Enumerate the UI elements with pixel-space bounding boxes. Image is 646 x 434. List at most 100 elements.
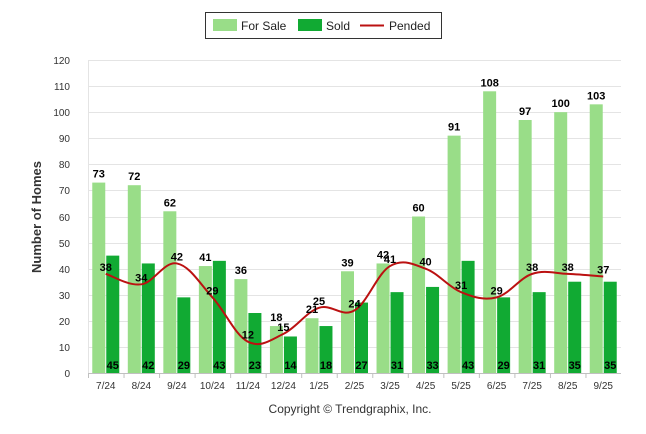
label-for-sale: 41 — [199, 252, 211, 264]
label-pended: 29 — [491, 285, 503, 297]
bar-sold — [177, 297, 191, 373]
y-tick-label: 20 — [59, 317, 71, 328]
label-pended: 29 — [206, 285, 218, 297]
label-pended: 12 — [242, 330, 254, 342]
x-tick-label: 9/24 — [167, 381, 187, 392]
x-tick-label: 11/24 — [236, 381, 261, 392]
x-tick-label: 6/25 — [487, 381, 507, 392]
y-tick-label: 100 — [53, 108, 70, 119]
label-for-sale: 60 — [412, 203, 424, 215]
y-tick-label: 30 — [59, 291, 71, 302]
label-sold: 29 — [498, 360, 510, 372]
bar-for-sale — [376, 263, 390, 373]
grid — [88, 60, 621, 348]
label-sold: 27 — [355, 360, 367, 372]
y-axis-title: Number of Homes — [29, 161, 44, 273]
bar-for-sale — [518, 119, 532, 373]
label-pended: 34 — [135, 272, 148, 284]
legend-swatch-for-sale — [213, 19, 237, 31]
label-pended: 25 — [313, 296, 325, 308]
label-sold: 35 — [569, 360, 581, 372]
x-tick-label: 3/25 — [380, 381, 400, 392]
label-for-sale: 21 — [306, 304, 318, 316]
label-pended: 38 — [562, 262, 574, 274]
label-sold: 43 — [462, 360, 474, 372]
pended-line-group — [105, 261, 604, 346]
label-sold: 18 — [320, 360, 332, 372]
x-tick-label: 8/24 — [132, 381, 152, 392]
bar-sold — [319, 326, 333, 373]
x-tick-label: 4/25 — [416, 381, 436, 392]
y-tick-label: 0 — [64, 369, 70, 380]
label-for-sale: 108 — [480, 77, 498, 89]
x-tick-label: 12/24 — [271, 381, 296, 392]
legend-label-pended: Pended — [389, 19, 430, 33]
y-tick-label: 110 — [54, 82, 70, 93]
bar-sold — [355, 302, 368, 373]
y-tick-label: 120 — [53, 56, 70, 67]
label-pended: 24 — [348, 298, 361, 310]
label-for-sale: 73 — [93, 169, 105, 181]
label-pended: 38 — [526, 262, 538, 274]
y-tick-label: 10 — [59, 343, 71, 354]
label-sold: 45 — [107, 360, 119, 372]
x-tick-label: 7/25 — [522, 381, 542, 392]
x-tick-label: 2/25 — [345, 381, 365, 392]
bar-for-sale — [163, 211, 177, 373]
bar-for-sale — [447, 135, 461, 373]
bar-for-sale — [305, 318, 319, 373]
x-tick-label: 8/25 — [558, 381, 578, 392]
y-tick-label: 40 — [59, 265, 71, 276]
label-sold: 29 — [178, 360, 190, 372]
bar-sold — [461, 260, 475, 373]
legend-label-for-sale: For Sale — [241, 19, 287, 33]
label-for-sale: 36 — [235, 265, 247, 277]
bar-for-sale — [234, 279, 248, 373]
x-tick-label: 7/24 — [96, 381, 116, 392]
legend-box — [205, 12, 442, 39]
bar-sold — [426, 286, 440, 373]
label-sold: 42 — [142, 360, 154, 372]
label-sold: 31 — [533, 360, 545, 372]
bar-for-sale — [269, 326, 283, 373]
bar-for-sale — [483, 91, 497, 374]
label-sold: 23 — [249, 360, 261, 372]
y-tick-label: 70 — [59, 186, 71, 197]
bar-for-sale — [554, 112, 568, 374]
label-pended: 42 — [171, 251, 183, 263]
label-pended: 40 — [419, 257, 431, 269]
bars — [92, 91, 617, 374]
bar-for-sale — [589, 104, 603, 373]
y-tick-label: 90 — [59, 134, 71, 145]
label-for-sale: 103 — [587, 90, 605, 102]
label-sold: 31 — [391, 360, 403, 372]
label-for-sale: 91 — [448, 122, 460, 134]
label-for-sale: 72 — [128, 171, 140, 183]
bar-sold — [141, 263, 155, 373]
x-tick-label: 1/25 — [309, 381, 329, 392]
copyright-text: Copyright © Trendgraphix, Inc. — [269, 402, 432, 416]
label-for-sale: 42 — [377, 249, 389, 261]
label-pended: 37 — [597, 264, 609, 276]
x-tick-label: 10/24 — [200, 381, 225, 392]
legend-swatch-sold — [298, 19, 322, 31]
pended-line — [105, 261, 604, 346]
bar-for-sale — [127, 185, 141, 373]
label-for-sale: 97 — [519, 106, 531, 118]
bar-for-sale — [92, 182, 106, 373]
label-pended: 31 — [455, 280, 467, 292]
x-tick-label: 9/25 — [593, 381, 613, 392]
label-for-sale: 18 — [270, 312, 282, 324]
bar-sold — [532, 292, 546, 373]
label-sold: 14 — [284, 360, 297, 372]
bar-for-sale — [412, 216, 426, 373]
label-sold: 35 — [604, 360, 616, 372]
bar-sold — [603, 281, 617, 373]
bar-sold — [390, 292, 404, 373]
bar-sold — [212, 260, 226, 373]
legend: For Sale Sold Pended — [205, 12, 442, 39]
label-for-sale: 62 — [164, 197, 176, 209]
